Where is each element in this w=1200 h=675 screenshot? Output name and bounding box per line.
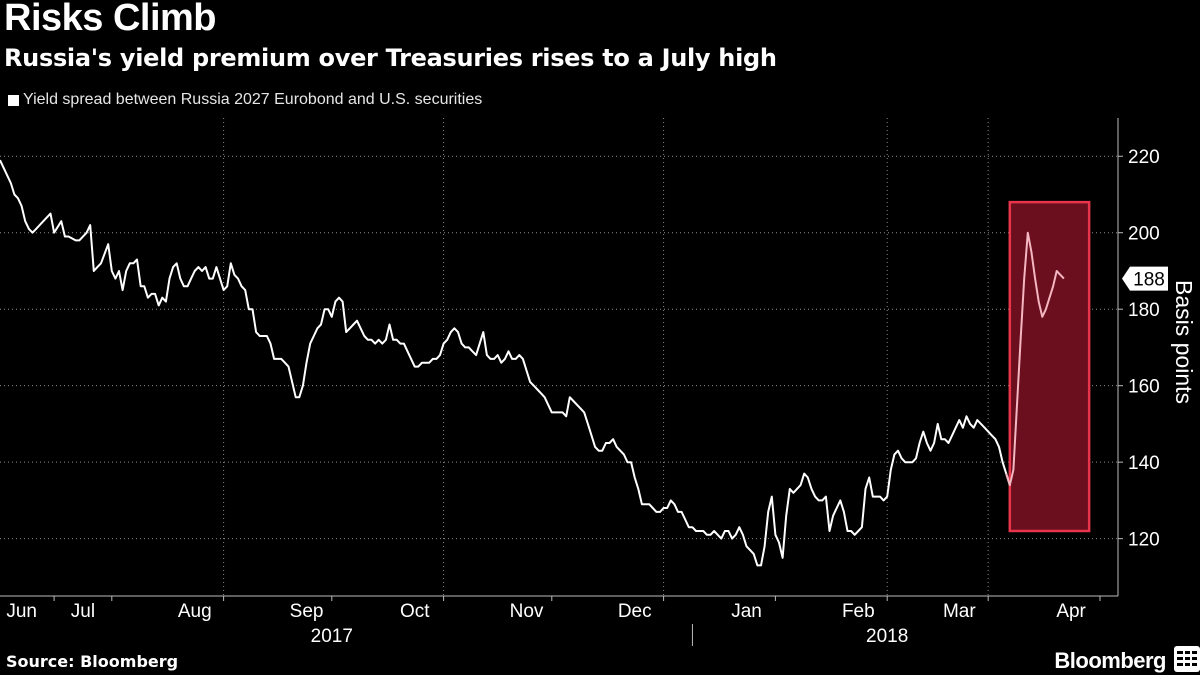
y-tick-label: 180 [1128,300,1160,321]
y-tick-label: 160 [1128,377,1160,398]
last-value-label: 188 [1133,270,1165,291]
y-tick-label: 200 [1128,224,1160,245]
x-tick-label: Jun [6,601,37,622]
source-note: Source: Bloomberg [6,652,179,671]
x-tick-label: Oct [400,601,430,622]
legend-label: Yield spread between Russia 2027 Eurobon… [23,91,483,108]
y-tick-label: 120 [1128,530,1160,551]
bloomberg-terminal-icon [1174,646,1200,672]
year-label: 2017 [311,626,353,647]
x-tick-label: Jul [71,601,95,622]
y-tick-label: 220 [1128,147,1160,168]
legend: Yield spread between Russia 2027 Eurobon… [8,91,482,109]
x-tick-label: Dec [618,601,652,622]
series-line-highlighted [1005,231,1065,487]
x-tick-label: Jan [731,601,762,622]
chart-title: Risks Climb [4,0,217,39]
x-tick-label: Sep [290,601,324,622]
x-tick-label: Aug [178,601,212,622]
series-line [0,159,1011,567]
x-tick-label: Mar [943,601,976,622]
year-label: 2018 [866,626,908,647]
highlight-box [1008,200,1091,533]
x-tick-label: Feb [842,601,875,622]
x-tick-label: Nov [510,601,544,622]
y-tick-label: 140 [1128,453,1160,474]
bloomberg-logo: Bloomberg [1054,648,1166,673]
y-axis-title: Basis points [1171,280,1197,404]
legend-swatch [8,94,19,106]
last-value-callout: 188 [1122,266,1168,291]
last-value-badge [1122,266,1168,291]
chart-subtitle: Russia's yield premium over Treasuries r… [4,44,777,72]
x-tick-label: Apr [1056,601,1086,622]
